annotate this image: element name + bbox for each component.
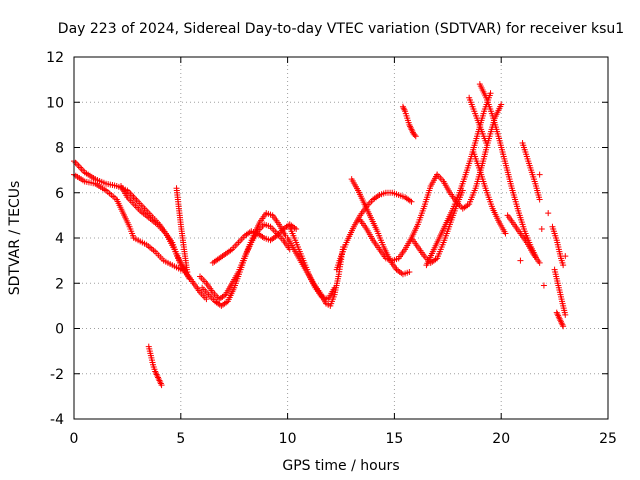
data-point	[412, 133, 419, 140]
x-tick-label: 25	[599, 431, 617, 447]
data-point	[408, 198, 415, 205]
data-point	[331, 284, 338, 291]
data-point	[293, 225, 300, 232]
x-tick-label: 15	[385, 431, 403, 447]
y-tick-label: -2	[50, 367, 64, 383]
series-arc-m	[348, 176, 413, 278]
series-arc-q	[434, 101, 505, 212]
data-point	[411, 132, 418, 139]
series-arc-k	[333, 189, 415, 273]
x-tick-label: 20	[492, 431, 510, 447]
data-point	[203, 296, 210, 303]
series-arc-b	[71, 171, 191, 275]
series-arc-y	[553, 309, 567, 330]
series-arc-w	[549, 223, 567, 269]
data-point	[562, 311, 569, 318]
y-tick-label: 4	[55, 231, 64, 247]
series-arc-l	[357, 171, 441, 264]
series-arc-u	[519, 139, 543, 203]
x-tick-label: 10	[279, 431, 297, 447]
x-tick-label: 0	[70, 431, 79, 447]
data-point	[560, 323, 567, 330]
y-tick-labels: -4 -2 0 2 4 6 8 10 12	[46, 50, 64, 428]
data-point	[538, 225, 545, 232]
data-point	[406, 268, 413, 275]
y-tick-label: 0	[55, 322, 64, 338]
data-point	[184, 268, 191, 275]
data-point	[536, 259, 543, 266]
series-arc-v	[466, 94, 490, 146]
series-arc-s	[470, 149, 509, 237]
y-tick-label: 6	[55, 186, 64, 202]
data-point	[483, 139, 490, 146]
series-arc-g	[199, 210, 289, 309]
y-axis-label: SDTVAR / TECUs	[7, 181, 23, 296]
data-point	[536, 196, 543, 203]
chart-title: Day 223 of 2024, Sidereal Day-to-day VTE…	[58, 21, 624, 37]
data-point	[186, 275, 193, 282]
y-tick-label: 8	[55, 141, 64, 157]
series-arc-c	[117, 182, 193, 282]
series-strays	[517, 171, 569, 289]
series-arc-n	[399, 103, 419, 140]
series-arc-x	[551, 266, 569, 318]
x-tick-label: 5	[176, 431, 185, 447]
series-arc-d	[173, 185, 191, 275]
x-tick-labels: 0 5 10 15 20 25	[70, 431, 617, 447]
data-point	[502, 230, 509, 237]
data-points	[71, 81, 569, 389]
series-arc-e	[145, 343, 165, 389]
y-tick-label: 2	[55, 276, 64, 292]
series-arc-j	[286, 223, 338, 303]
data-point	[540, 282, 547, 289]
data-point	[158, 382, 165, 389]
data-point	[562, 253, 569, 260]
axis-ticks	[73, 56, 609, 420]
series-arc-t	[504, 212, 543, 266]
series-arc-h	[209, 221, 300, 266]
y-tick-label: 10	[46, 95, 64, 111]
x-axis-label: GPS time / hours	[282, 458, 399, 474]
data-point	[498, 101, 505, 108]
y-tick-label: 12	[46, 50, 64, 66]
data-point	[545, 210, 552, 217]
data-point	[560, 262, 567, 269]
data-point	[487, 90, 494, 97]
data-point	[536, 171, 543, 178]
y-tick-label: -4	[50, 412, 64, 428]
data-point	[517, 257, 524, 264]
